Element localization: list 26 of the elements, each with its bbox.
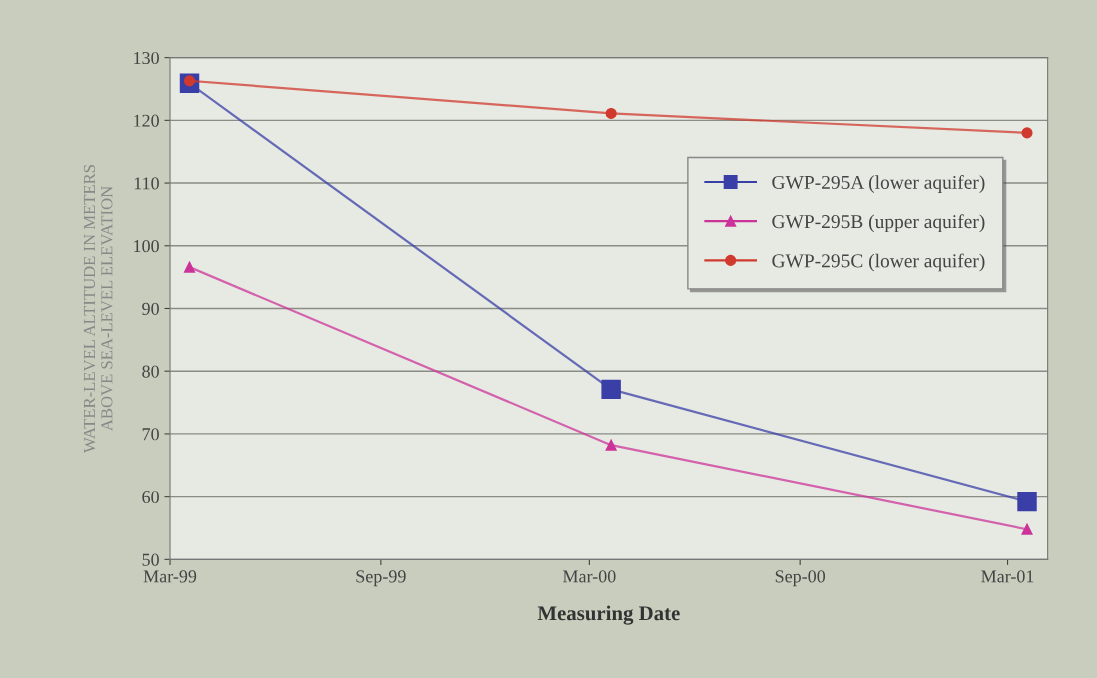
legend-label: GWP-295C (lower aquifer): [772, 253, 985, 272]
x-tick-label: Sep-00: [775, 570, 826, 587]
legend-label: GWP-295B (upper aquifer): [772, 214, 985, 233]
x-tick-label: Mar-01: [981, 570, 1034, 583]
y-tick-label: 90: [142, 302, 159, 315]
y-axis-title: WATER-LEVEL ALTITUDE IN METERS ABOVE SEA-LEVEL ELEVATION: [83, 165, 113, 453]
point: [1017, 491, 1037, 512]
y-tick-label: 130: [134, 51, 159, 65]
x-tick-label: Mar-00: [562, 570, 616, 583]
x-tick-label: Mar-99: [143, 570, 197, 583]
y-tick-label: 60: [142, 490, 159, 504]
y-tick-label: 120: [134, 114, 159, 127]
y-tick-label: 50: [142, 553, 159, 566]
y-tick-label: 80: [142, 365, 159, 378]
point: [1021, 127, 1033, 139]
point: [183, 261, 196, 273]
point: [601, 379, 621, 400]
y-tick-label: 100: [134, 240, 159, 253]
y-tick-label: 70: [142, 428, 159, 441]
legend-label: GWP-295A (lower aquifer): [772, 175, 985, 193]
point: [605, 107, 617, 120]
point: [605, 439, 617, 451]
point: [1021, 523, 1033, 535]
y-tick-label: 110: [134, 177, 159, 190]
x-tick-label: Sep-99: [356, 570, 406, 587]
x-axis-title: Measuring Date: [537, 605, 680, 625]
